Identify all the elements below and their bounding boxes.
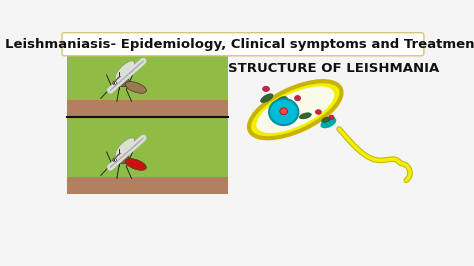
FancyBboxPatch shape: [62, 33, 424, 56]
Ellipse shape: [329, 115, 334, 120]
Text: Leishmaniasis- Epidemiology, Clinical symptoms and Treatment: Leishmaniasis- Epidemiology, Clinical sy…: [5, 38, 474, 51]
Bar: [66, 177, 228, 194]
Ellipse shape: [249, 81, 342, 138]
Ellipse shape: [269, 99, 298, 125]
Ellipse shape: [261, 94, 273, 102]
Bar: [66, 117, 228, 194]
Ellipse shape: [126, 159, 146, 170]
Ellipse shape: [280, 108, 288, 115]
Ellipse shape: [115, 61, 135, 80]
Ellipse shape: [113, 158, 117, 162]
Ellipse shape: [320, 117, 337, 128]
Ellipse shape: [113, 82, 115, 84]
Ellipse shape: [272, 103, 278, 108]
Ellipse shape: [112, 81, 120, 88]
Ellipse shape: [113, 81, 117, 85]
Ellipse shape: [113, 159, 115, 161]
Bar: [66, 101, 228, 117]
Text: STRUCTURE OF LEISHMANIA: STRUCTURE OF LEISHMANIA: [228, 63, 439, 75]
Ellipse shape: [299, 113, 311, 119]
Ellipse shape: [116, 153, 129, 164]
Ellipse shape: [277, 97, 287, 103]
Ellipse shape: [115, 138, 135, 157]
Ellipse shape: [263, 86, 270, 92]
Ellipse shape: [256, 86, 334, 133]
Ellipse shape: [116, 76, 129, 87]
Ellipse shape: [315, 110, 321, 114]
Ellipse shape: [112, 158, 120, 165]
Ellipse shape: [126, 82, 146, 93]
Bar: [66, 40, 228, 117]
Ellipse shape: [294, 95, 301, 101]
Ellipse shape: [322, 117, 330, 122]
